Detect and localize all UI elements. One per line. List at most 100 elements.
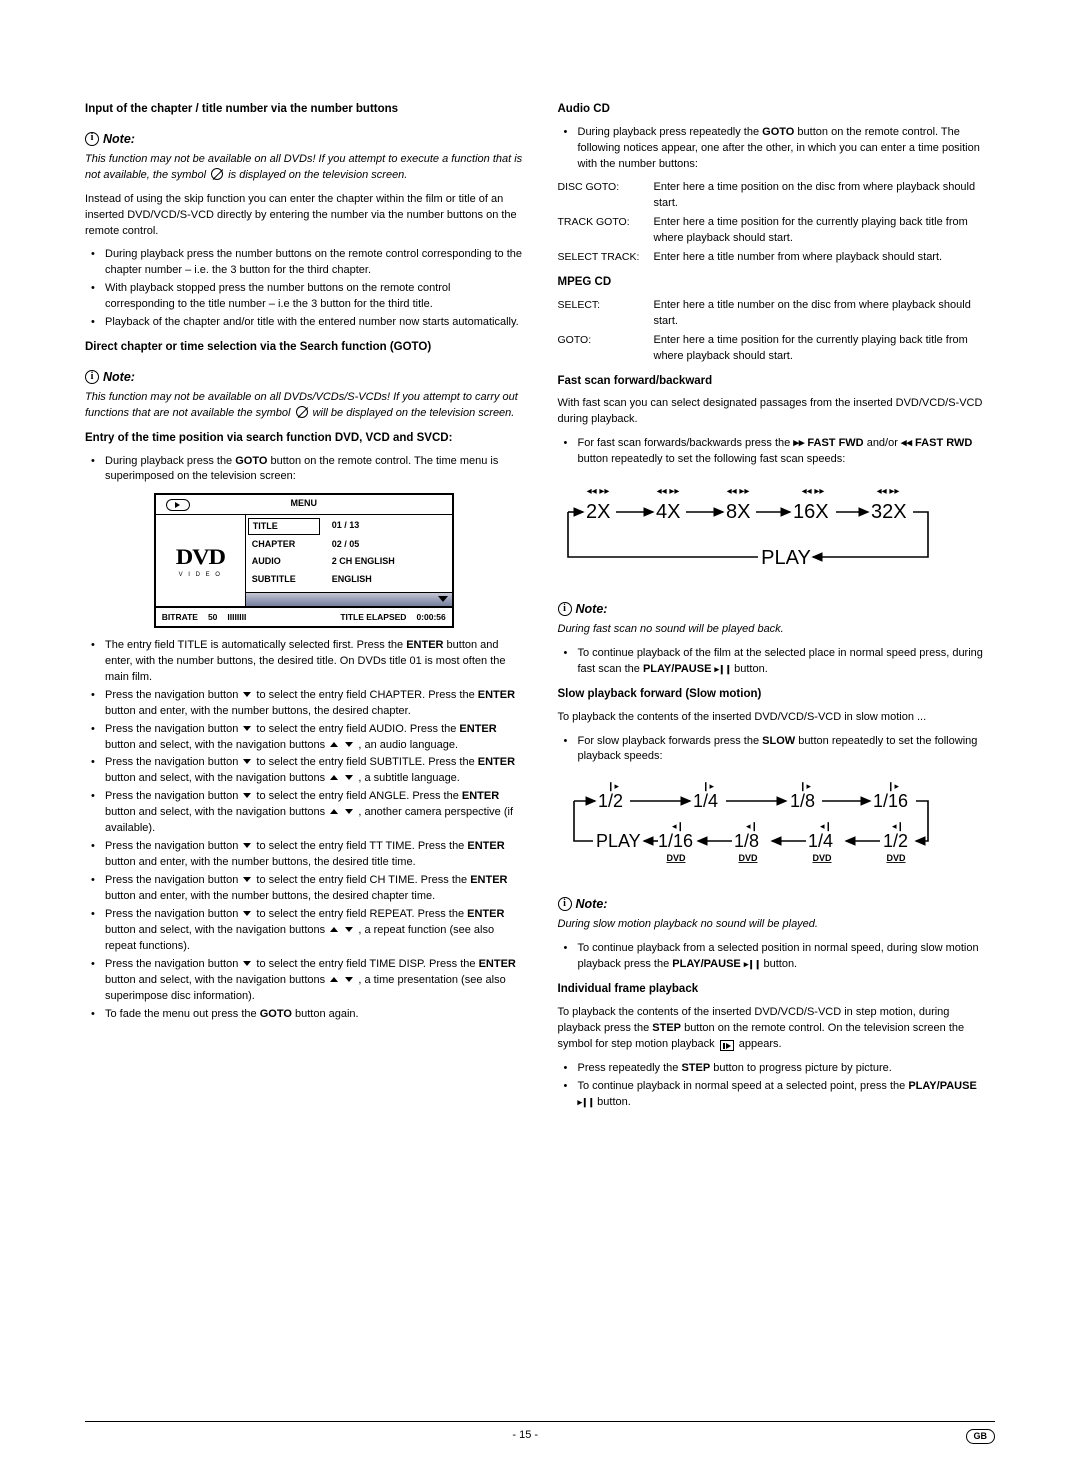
audio-cd-definitions: DISC GOTO:Enter here a time position on … [558,180,996,266]
scroll-indicator [246,592,452,606]
svg-text:PLAY: PLAY [761,547,811,569]
svg-text:DVD: DVD [812,853,832,863]
down-icon [243,726,251,731]
left-column: Input of the chapter / title number via … [85,95,523,1119]
goto-intro-bullet: During playback press the GOTO button on… [85,454,523,486]
svg-text:4X: 4X [656,501,680,523]
page-number: - 15 - [512,1428,538,1444]
info-icon: i [558,897,572,911]
list-item: Press the navigation button to select th… [85,789,523,837]
list-item: Press the navigation button to select th… [85,957,523,1005]
svg-text:◂◂ ▸▸: ◂◂ ▸▸ [656,486,679,497]
dvd-logo: DVD V I D E O [156,515,246,605]
heading-fast-scan: Fast scan forward/backward [558,373,996,390]
fast-scan-intro: With fast scan you can select designated… [558,396,996,428]
slow-bullet: For slow playback forwards press the SLO… [558,734,996,766]
list-item: Press the navigation button to select th… [85,839,523,871]
page-footer: - 15 - GB [85,1421,995,1444]
note-heading: i Note: [558,895,996,913]
heading-input-chapter: Input of the chapter / title number via … [85,101,523,118]
heading-audio-cd: Audio CD [558,101,996,118]
note-text: During slow motion playback no sound wil… [558,917,996,933]
right-column: Audio CD During playback press repeatedl… [558,95,996,1119]
info-icon: i [558,602,572,616]
up-icon [330,927,338,932]
step-playback-icon [720,1040,734,1051]
svg-text:DVD: DVD [666,853,686,863]
mpeg-cd-definitions: SELECT:Enter here a title number on the … [558,298,996,365]
heading-goto: Direct chapter or time selection via the… [85,339,523,356]
svg-text:1/16: 1/16 [658,831,693,851]
svg-text:1/2: 1/2 [598,791,623,811]
down-icon [243,843,251,848]
up-icon [330,742,338,747]
note-label: Note: [576,895,608,913]
frame-bullets: Press repeatedly the STEP button to prog… [558,1061,996,1111]
note-text: This function may not be available on al… [85,390,523,422]
svg-text:◂◂ ▸▸: ◂◂ ▸▸ [586,486,609,497]
note-text: During fast scan no sound will be played… [558,622,996,638]
svg-text:PLAY: PLAY [596,831,641,851]
heading-entry-time: Entry of the time position via search fu… [85,430,523,447]
continue-playback-bullet: To continue playback of the film at the … [558,646,996,678]
menu-title: MENU [156,495,452,513]
menu-status-bar: BITRATE 50 IIIIIIII TITLE ELAPSED 0:00:5… [156,606,452,626]
list-item: To fade the menu out press the GOTO butt… [85,1007,523,1023]
prohibit-icon [296,406,308,418]
note-label: Note: [103,368,135,386]
down-icon [345,775,353,780]
note-heading: iNote: [85,130,523,148]
heading-mpeg-cd: MPEG CD [558,274,996,291]
note-label: Note: [103,130,135,148]
note-heading: iNote: [85,368,523,386]
list-item: Press repeatedly the STEP button to prog… [558,1061,996,1077]
audio-cd-bullet: During playback press repeatedly the GOT… [558,125,996,173]
slow-intro: To playback the contents of the inserted… [558,710,996,726]
svg-text:1/8: 1/8 [734,831,759,851]
up-icon [330,977,338,982]
down-icon [345,809,353,814]
list-item: Press the navigation button to select th… [85,873,523,905]
down-icon [345,927,353,932]
list-item: Playback of the chapter and/or title wit… [85,315,523,331]
slow-motion-diagram: ❙▸❙▸❙▸❙▸ 1/2 1/4 1/8 1/16 ◂❙ [558,779,938,867]
slow-continue-bullet: To continue playback from a selected pos… [558,941,996,973]
down-icon [243,877,251,882]
list-item: For fast scan forwards/backwards press t… [558,436,996,468]
menu-steps: The entry field TITLE is automatically s… [85,638,523,1023]
list-item: During playback press the number buttons… [85,247,523,279]
list-item: To continue playback of the film at the … [558,646,996,678]
svg-text:DVD: DVD [738,853,758,863]
svg-text:1/2: 1/2 [883,831,908,851]
svg-text:◂◂ ▸▸: ◂◂ ▸▸ [726,486,749,497]
note-label: Note: [576,600,608,618]
list-item: Press the navigation button to select th… [85,907,523,955]
svg-text:32X: 32X [871,501,907,523]
list-item: To continue playback from a selected pos… [558,941,996,973]
fast-scan-diagram: ◂◂ ▸▸◂◂ ▸▸◂◂ ▸▸◂◂ ▸▸◂◂ ▸▸ 2X 4X 8X 16X 3… [558,482,938,572]
svg-text:◂◂ ▸▸: ◂◂ ▸▸ [876,486,899,497]
down-icon [243,793,251,798]
list-item: The entry field TITLE is automatically s… [85,638,523,686]
prohibit-icon [211,168,223,180]
svg-text:1/4: 1/4 [808,831,833,851]
svg-text:◂◂ ▸▸: ◂◂ ▸▸ [801,486,824,497]
svg-text:1/16: 1/16 [873,791,908,811]
heading-slow-motion: Slow playback forward (Slow motion) [558,686,996,703]
svg-text:8X: 8X [726,501,750,523]
list-item: During playback press repeatedly the GOT… [558,125,996,173]
list-item: Press the navigation button to select th… [85,755,523,787]
list-item: With playback stopped press the number b… [85,281,523,313]
down-icon [345,742,353,747]
play-icon [166,499,190,511]
down-icon [243,961,251,966]
svg-text:16X: 16X [793,501,829,523]
list-item: To continue playback in normal speed at … [558,1079,996,1111]
osd-menu-diagram: MENU DVD V I D E O TITLE01 / 13 CHAPTER0… [154,493,454,628]
note-text: This function may not be available on al… [85,152,523,184]
up-icon [330,809,338,814]
intro-paragraph: Instead of using the skip function you c… [85,192,523,240]
fast-scan-bullet: For fast scan forwards/backwards press t… [558,436,996,468]
svg-text:1/4: 1/4 [693,791,718,811]
up-icon [330,775,338,780]
